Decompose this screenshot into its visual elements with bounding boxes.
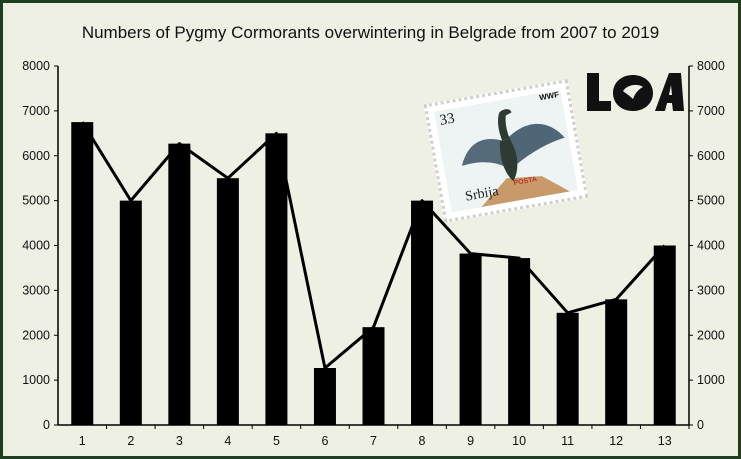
- y-tick-label-right: 3000: [697, 283, 725, 297]
- y-tick-label-right: 8000: [697, 59, 725, 73]
- y-tick-label-right: 4000: [697, 239, 725, 253]
- bar: [362, 327, 385, 425]
- y-tick-label-left: 5000: [22, 194, 50, 208]
- bar: [168, 143, 191, 426]
- x-tick-label: 5: [273, 434, 280, 448]
- y-tick-label-right: 1000: [697, 373, 725, 387]
- y-tick-label-left: 6000: [22, 149, 50, 163]
- y-tick-label-right: 7000: [697, 104, 725, 118]
- x-tick-label: 12: [609, 434, 623, 448]
- series-line: [80, 121, 666, 370]
- bar: [313, 368, 336, 425]
- stamp-value: 33: [438, 110, 456, 129]
- chart-plot: 0 0 1000 1000 2000 2000 3000 3000 4000 4000 5000 50…: [22, 59, 725, 448]
- x-tick-label: 2: [127, 434, 134, 448]
- bar: [71, 122, 94, 425]
- bar: [508, 258, 531, 425]
- bar: [119, 200, 142, 425]
- x-tick-label: 4: [224, 434, 231, 448]
- y-tick-label-right: 2000: [697, 328, 725, 342]
- bar: [605, 299, 628, 425]
- bar: [556, 312, 579, 425]
- x-tick-label: 10: [512, 434, 526, 448]
- y-tick-label-left: 3000: [22, 283, 50, 297]
- y-tick-label-right: 6000: [697, 149, 725, 163]
- y-tick-label-left: 2000: [22, 328, 50, 342]
- x-tick-label: 1: [79, 434, 86, 448]
- y-tick-label-right: 0: [697, 418, 704, 432]
- loa-logo-icon: [587, 73, 684, 111]
- x-tick-label: 9: [467, 434, 474, 448]
- x-tick-label: 6: [321, 434, 328, 448]
- x-tick-label: 13: [658, 434, 672, 448]
- x-tick-label: 8: [419, 434, 426, 448]
- cormorant-stamp: 33 WWF POSTA Srbija: [423, 79, 589, 223]
- x-tick-label: 3: [176, 434, 183, 448]
- y-tick-label-left: 4000: [22, 239, 50, 253]
- x-tick-label: 7: [370, 434, 377, 448]
- bar: [411, 200, 434, 425]
- bar: [653, 245, 676, 425]
- stamp-picture: 33 WWF POSTA Srbija: [434, 89, 578, 213]
- bar: [265, 133, 288, 425]
- cormorant-icon: [461, 109, 571, 208]
- y-tick-label-left: 0: [43, 418, 50, 432]
- bar: [459, 253, 482, 425]
- y-tick-label-right: 5000: [697, 194, 725, 208]
- y-tick-label-left: 7000: [22, 104, 50, 118]
- bar: [216, 178, 239, 425]
- chart-title: Numbers of Pygmy Cormorants overwinterin…: [81, 23, 660, 42]
- x-tick-label: 11: [561, 434, 574, 448]
- y-tick-label-left: 1000: [22, 373, 50, 387]
- y-tick-label-left: 8000: [22, 59, 50, 73]
